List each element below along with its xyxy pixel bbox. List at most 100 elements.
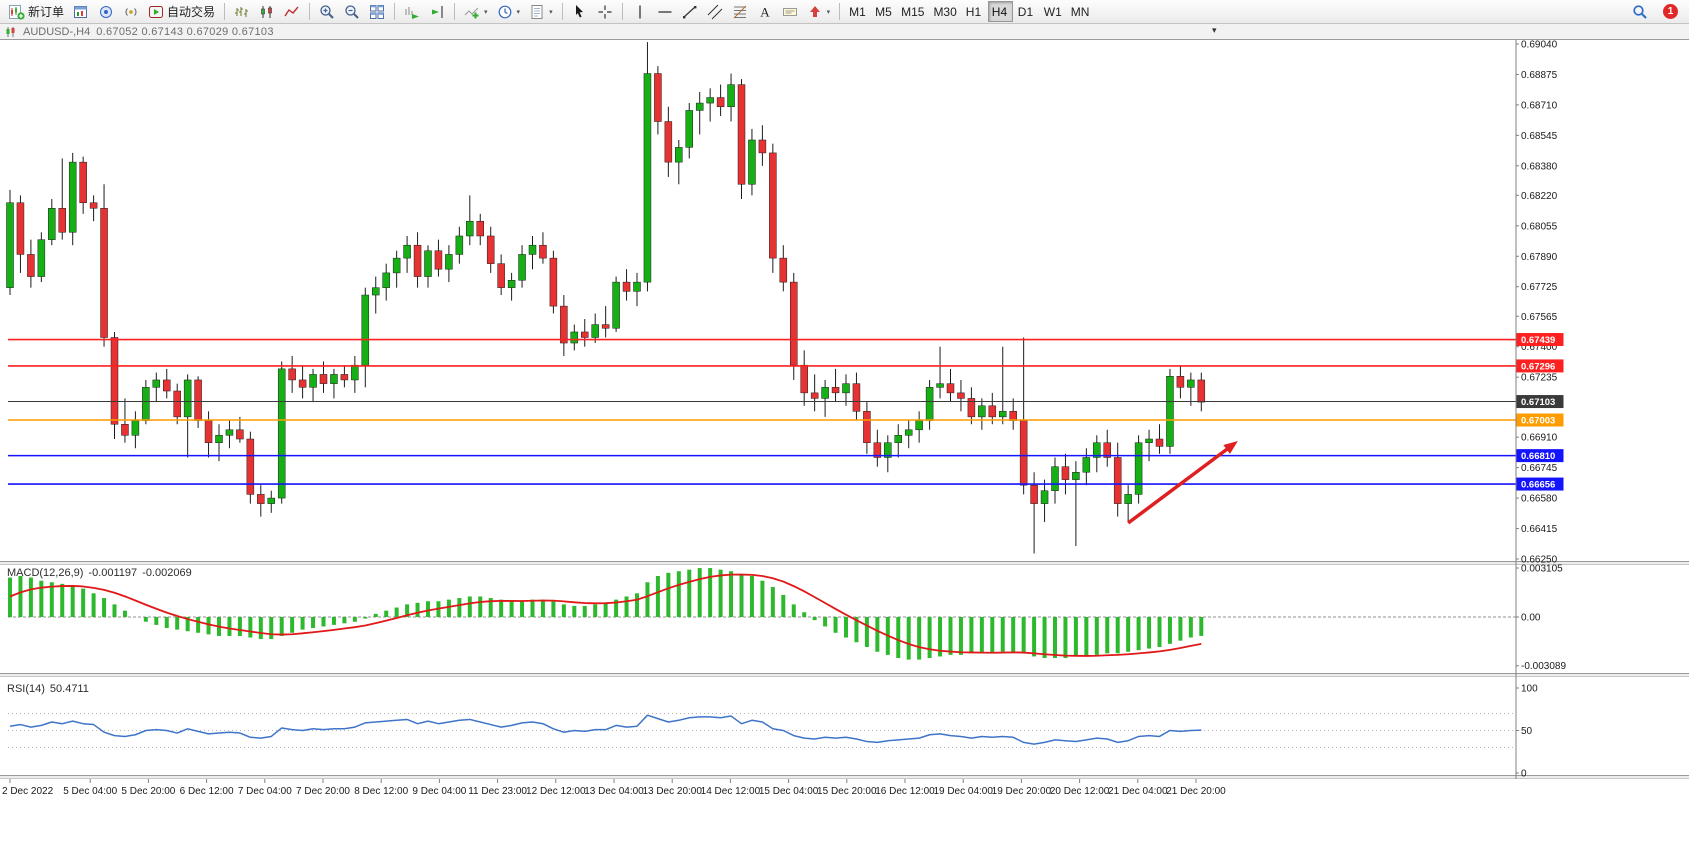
macd-value-signal: -0.002069 xyxy=(142,567,192,579)
auto-scroll-button[interactable] xyxy=(400,1,424,22)
cursor-icon xyxy=(575,4,583,17)
rsi-name: RSI(14) xyxy=(7,683,45,695)
timeframe-d1-button[interactable]: D1 xyxy=(1014,1,1039,22)
crosshair-button[interactable] xyxy=(593,1,617,22)
dropdown-caret: ▾ xyxy=(549,8,553,16)
svg-text:16 Dec 12:00: 16 Dec 12:00 xyxy=(875,786,935,797)
rsi-value: 50.4711 xyxy=(49,683,89,695)
svg-text:15 Dec 04:00: 15 Dec 04:00 xyxy=(759,786,819,797)
svg-text:15 Dec 20:00: 15 Dec 20:00 xyxy=(817,786,877,797)
svg-text:20 Dec 12:00: 20 Dec 12:00 xyxy=(1050,786,1110,797)
new-order-button[interactable]: 新订单 xyxy=(5,1,68,22)
macd-value-main: -0.001197 xyxy=(88,567,138,579)
chart-title: AUDUSD-,H4 xyxy=(23,25,91,38)
bar-chart-button[interactable] xyxy=(230,1,254,22)
zoom-out-button[interactable] xyxy=(340,1,364,22)
trendline-button[interactable] xyxy=(678,1,702,22)
channel-button[interactable] xyxy=(703,1,727,22)
svg-text:11 Dec 23:00: 11 Dec 23:00 xyxy=(468,786,527,797)
window-menu-arrow[interactable]: ▾ xyxy=(1212,25,1217,35)
candlestick-chart-button[interactable] xyxy=(255,1,279,22)
price-chart-canvas[interactable]: 0.69040 0.68875 0.68710 0.68545 0.68380 0.682… xyxy=(0,40,1689,815)
vertical-line-button[interactable] xyxy=(628,1,652,22)
new-order-label: 新订单 xyxy=(28,5,65,19)
new-order-icon xyxy=(9,4,25,20)
tile-windows-button[interactable] xyxy=(365,1,389,22)
svg-text:19 Dec 04:00: 19 Dec 04:00 xyxy=(933,786,993,797)
dropdown-caret: ▾ xyxy=(516,8,521,16)
vertical-line-icon xyxy=(638,5,641,18)
svg-text:0.67235: 0.67235 xyxy=(1521,373,1558,384)
svg-text:0.68380: 0.68380 xyxy=(1521,161,1558,172)
timeframe-m1-button[interactable]: M1 xyxy=(845,1,870,22)
auto-scroll-icon xyxy=(405,6,420,19)
line-chart-button[interactable] xyxy=(280,1,304,22)
new-chart-button[interactable] xyxy=(69,1,93,22)
autotrading-label: 自动交易 xyxy=(167,5,216,19)
toolbar-separator xyxy=(621,3,623,20)
svg-text:0.66656: 0.66656 xyxy=(1521,480,1555,491)
svg-text:7 Dec 20:00: 7 Dec 20:00 xyxy=(296,786,350,797)
chart-shift-button[interactable] xyxy=(425,1,449,22)
trendline-icon xyxy=(682,5,696,18)
timeframe-m15-button[interactable]: M15 xyxy=(897,1,928,22)
search-icon xyxy=(1633,4,1647,19)
svg-text:0.66810: 0.66810 xyxy=(1521,451,1555,462)
timeframe-m30-button[interactable]: M30 xyxy=(929,1,960,22)
svg-text:-0.003089: -0.003089 xyxy=(1521,661,1566,672)
svg-text:0.00: 0.00 xyxy=(1521,613,1541,624)
timeframe-m5-button[interactable]: M5 xyxy=(871,1,896,22)
svg-text:5 Dec 04:00: 5 Dec 04:00 xyxy=(63,786,117,797)
timeframe-h4-button[interactable]: H4 xyxy=(987,1,1013,22)
toolbar-separator xyxy=(224,3,226,20)
notification-badge[interactable]: 1 xyxy=(1663,4,1678,19)
arrows-button[interactable]: ▾ xyxy=(803,1,835,22)
svg-text:0.67296: 0.67296 xyxy=(1521,361,1555,372)
line-chart-icon xyxy=(284,6,299,16)
indicators-icon xyxy=(464,7,479,18)
svg-text:50: 50 xyxy=(1521,726,1533,737)
fibonacci-button[interactable] xyxy=(728,1,752,22)
bar-chart-icon xyxy=(235,6,249,17)
chart-area: 0.69040 0.68875 0.68710 0.68545 0.68380 0.682… xyxy=(0,40,1689,815)
chart-mini-icon xyxy=(6,26,15,37)
svg-text:0.66250: 0.66250 xyxy=(1521,555,1558,566)
svg-text:0.68875: 0.68875 xyxy=(1521,70,1558,81)
profiles-button[interactable] xyxy=(94,1,118,22)
horizontal-line-button[interactable] xyxy=(653,1,677,22)
zoom-in-button[interactable] xyxy=(315,1,339,22)
broadcast-icon xyxy=(125,7,137,16)
profiles-icon xyxy=(100,5,113,18)
zoom-in-icon xyxy=(320,4,334,19)
periods-button[interactable]: ▾ xyxy=(493,1,525,22)
new-chart-icon xyxy=(74,5,88,18)
candlestick-chart-icon xyxy=(261,5,272,18)
svg-text:0.68545: 0.68545 xyxy=(1521,131,1558,142)
timeframe-h1-button[interactable]: H1 xyxy=(962,1,987,22)
fibonacci-icon xyxy=(733,5,746,18)
svg-text:0.67003: 0.67003 xyxy=(1521,416,1555,427)
macd-indicator-label: MACD(12,26,9) -0.001197 -0.002069 xyxy=(7,567,192,579)
indicators-button[interactable]: ▾ xyxy=(460,1,492,22)
svg-text:0.67890: 0.67890 xyxy=(1521,252,1558,263)
svg-text:9 Dec 04:00: 9 Dec 04:00 xyxy=(412,786,466,797)
text-button[interactable]: A xyxy=(753,1,777,22)
search-button[interactable] xyxy=(1628,1,1652,22)
label-button[interactable] xyxy=(778,1,802,22)
svg-text:0.66415: 0.66415 xyxy=(1521,524,1558,535)
svg-text:0.67103: 0.67103 xyxy=(1521,397,1555,408)
toolbar-separator xyxy=(394,3,396,20)
svg-text:0: 0 xyxy=(1521,769,1527,780)
broadcast-button[interactable] xyxy=(119,1,143,22)
timeframe-mn-button[interactable]: MN xyxy=(1067,1,1094,22)
text-icon: A xyxy=(760,4,770,19)
toolbar-separator xyxy=(454,3,456,20)
svg-text:0.67565: 0.67565 xyxy=(1521,312,1558,323)
templates-button[interactable]: ▾ xyxy=(525,1,557,22)
autotrading-button[interactable]: 自动交易 xyxy=(144,1,219,22)
timeframe-w1-button[interactable]: W1 xyxy=(1040,1,1066,22)
cursor-button[interactable] xyxy=(568,1,592,22)
main-toolbar: 新订单 xyxy=(0,0,1689,24)
label-icon xyxy=(782,7,797,16)
